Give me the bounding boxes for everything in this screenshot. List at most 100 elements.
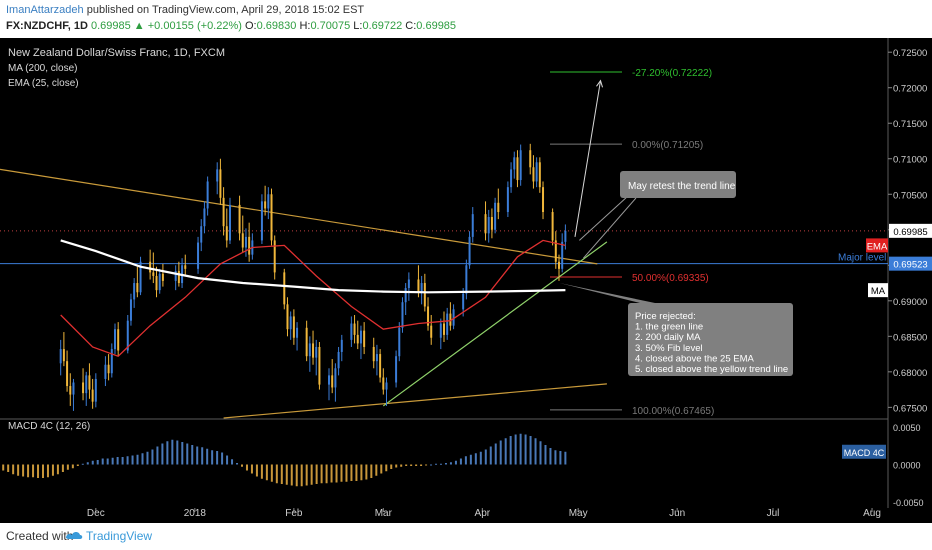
retest-callout[interactable] [620,171,736,198]
candle [554,240,557,262]
macd-bar [236,463,239,465]
macd-bar [459,458,462,465]
retest-callout-pointer [579,195,629,241]
price-change: +0.00155 (+0.22%) [147,20,242,32]
candle [315,346,318,358]
price-tick-label: 0.67500 [893,403,927,414]
macd-bar [315,464,318,484]
candle [244,236,247,248]
candle [557,261,560,269]
macd-bar [514,434,517,465]
macd-bar [231,459,234,465]
candle [465,265,468,294]
macd-bar [489,446,492,465]
macd-bar [111,457,114,465]
major-level-label: Major level [838,253,886,264]
macd-bar [469,454,472,465]
chart-title: New Zealand Dollar/Swiss Franc, 1D, FXCM [8,47,225,59]
candle [228,204,231,241]
rejection-callout[interactable] [628,303,793,376]
price-chart[interactable]: -27.20%(0.72222) 0.00%(0.71205) 50.00%(0.6… [0,38,932,523]
macd-bar [86,462,89,465]
macd-bar [151,449,154,465]
candle [136,283,139,293]
macd-bar [56,464,59,475]
macd-bar [355,464,358,481]
chart-legend: New Zealand Dollar/Swiss Franc, 1D, FXCM… [8,47,225,432]
candle [155,275,158,291]
price-tick-label: 0.71000 [893,155,927,166]
candle [372,346,375,362]
macd-bar [41,464,44,478]
macd-bar [405,464,408,466]
time-tick-label: Apr [475,508,491,519]
price-tick-label: 0.72500 [893,48,927,59]
macd-bar [76,464,79,466]
trend-lines [0,79,608,419]
macd-bar [400,464,403,467]
candle [110,349,113,374]
candle [494,202,497,230]
rejection-callout-line: 2. 200 daily MA [635,332,701,343]
macd-bar [250,464,253,474]
candle [395,356,398,383]
rejection-callout-line: 5. closed above the yellow trend line [635,364,788,375]
macd-bar [449,462,452,465]
macd-bar [370,464,373,478]
tradingview-link[interactable]: TradingView [86,529,153,543]
macd-bar [410,464,413,466]
macd-bar [549,448,552,465]
author-link[interactable]: ImanAttarzadeh [6,4,84,16]
macd-bar [211,450,214,465]
candle [91,389,94,402]
fib-levels: -27.20%(0.72222) 0.00%(0.71205) 50.00%(0.6… [0,68,888,417]
candle [177,270,180,284]
macd-bar [265,464,268,481]
fib-level-label: 0.00%(0.71205) [632,140,703,151]
macd-bar [335,464,338,483]
projection-arrow [574,80,602,237]
symbol-label: FX:NZDCHF, 1D [6,20,88,32]
candle [516,157,519,181]
macd-bar [32,464,35,478]
candle [184,265,187,269]
candle [296,327,299,338]
last-price-tag-label: 0.69985 [893,227,927,238]
candle [449,313,452,326]
macd-bar [425,464,428,466]
candle [490,216,493,230]
change-up-icon: ▲ [133,20,145,32]
candle [359,330,362,344]
candle [270,194,273,241]
price-tick-label: 0.69000 [893,297,927,308]
low-value: 0.69722 [362,20,403,32]
candle [538,162,541,188]
candle [439,323,442,338]
macd-tick-label: 0.0050 [893,423,921,433]
macd-bar [420,464,423,466]
candle [340,339,343,352]
macd-bar [350,464,353,481]
candle [356,334,359,344]
major-level-tag-label: 0.69523 [893,260,927,271]
candle [126,320,129,351]
ma-200-line [60,239,566,294]
macd-bar [285,464,288,485]
ema-tag [866,238,888,253]
candle [452,309,455,326]
macd-bar [305,464,308,486]
macd-bar [27,464,30,478]
time-axis[interactable]: Dec 2018 Feb Mar Apr May Jun Jul Aug [87,508,881,519]
macd-tag [842,444,886,459]
macd-bar [554,450,557,465]
candle [94,378,97,402]
candle [542,187,545,213]
candle [158,273,161,291]
macd-bar [141,453,144,465]
candle [334,368,337,388]
macd-bar [121,457,124,465]
time-tick-label: 2018 [184,508,207,519]
fib-level-label: 100.00%(0.67465) [632,406,714,417]
macd-bar [221,452,224,465]
candle [420,283,423,293]
